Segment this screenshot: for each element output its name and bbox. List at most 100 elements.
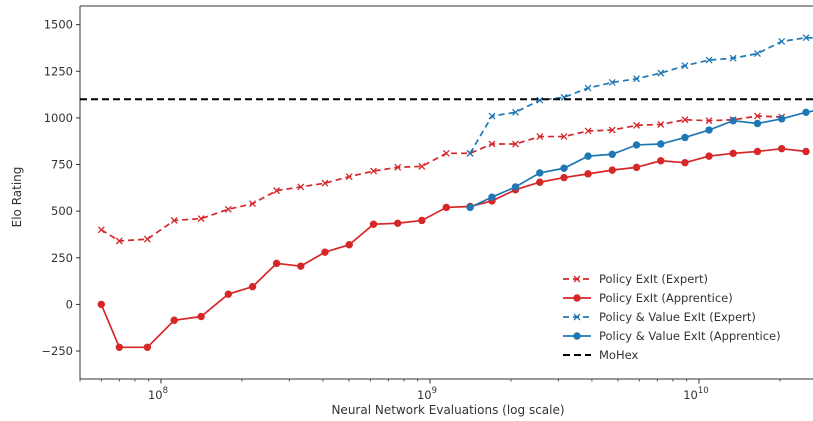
data-point — [681, 133, 689, 142]
data-point — [370, 167, 378, 175]
y-axis-label: Elo Rating — [10, 167, 24, 228]
series-layer — [80, 34, 813, 351]
data-point — [753, 119, 762, 128]
data-point — [248, 282, 257, 291]
y-tick-label: 250 — [51, 251, 73, 265]
data-point — [488, 112, 496, 120]
series-line — [100, 147, 807, 349]
series-line — [469, 36, 813, 154]
data-point — [633, 121, 640, 129]
data-point — [657, 140, 665, 148]
data-point — [802, 147, 810, 156]
data-point — [272, 259, 281, 268]
data-point — [608, 126, 616, 134]
data-point — [170, 217, 178, 224]
x-tick-label: 108 — [148, 386, 168, 402]
series-line — [469, 110, 813, 209]
y-tick-label: 1250 — [44, 64, 73, 78]
data-point — [488, 193, 496, 201]
data-point — [442, 149, 450, 157]
series-0 — [97, 112, 786, 245]
data-point — [681, 158, 689, 167]
data-point — [143, 235, 151, 243]
legend-marker — [573, 332, 581, 340]
data-point — [249, 200, 257, 208]
y-tick-label: 1000 — [44, 111, 73, 125]
data-point — [511, 183, 520, 191]
data-point — [512, 140, 519, 148]
data-point — [418, 162, 426, 170]
x-axis: 108 109 1010 — [79, 379, 781, 402]
data-point — [802, 108, 810, 117]
legend: Policy ExIt (Expert) Policy ExIt (Apprent… — [563, 272, 781, 362]
data-point — [321, 179, 329, 187]
data-point — [681, 116, 689, 124]
data-point — [197, 312, 205, 321]
legend-label: Policy ExIt (Expert) — [599, 272, 708, 286]
y-tick-label: −250 — [41, 344, 73, 358]
data-point — [536, 133, 544, 141]
legend-label: Policy & Value ExIt (Apprentice) — [599, 329, 781, 343]
y-tick-label: 500 — [51, 204, 73, 218]
legend-label: Policy & Value ExIt (Expert) — [599, 310, 756, 324]
data-point — [777, 144, 786, 153]
data-point — [608, 166, 616, 174]
data-point — [584, 127, 592, 135]
data-point — [536, 169, 544, 177]
data-point — [224, 290, 233, 298]
data-point — [705, 126, 713, 134]
data-point — [536, 178, 544, 186]
data-point — [705, 117, 713, 125]
data-point — [729, 54, 737, 62]
y-axis: −250 0 250 500 750 1000 1250 1500 — [41, 18, 80, 358]
x-axis-label: Neural Network Evaluations (log scale) — [331, 403, 564, 417]
data-point — [488, 140, 496, 148]
data-point — [345, 241, 353, 249]
data-point — [681, 62, 689, 70]
x-tick-label: 109 — [417, 386, 437, 402]
data-point — [705, 56, 713, 64]
data-point — [754, 50, 761, 58]
data-point — [97, 226, 105, 234]
y-tick-label: 1500 — [44, 18, 73, 32]
y-tick-label: 750 — [51, 158, 73, 172]
data-point — [369, 220, 378, 228]
data-point — [97, 300, 105, 309]
data-point — [536, 96, 544, 104]
data-point — [197, 215, 205, 223]
data-point — [560, 173, 568, 182]
data-point — [584, 170, 592, 178]
data-point — [753, 147, 762, 156]
data-point — [802, 34, 810, 42]
data-point — [466, 149, 474, 157]
data-point — [321, 248, 329, 256]
data-point — [778, 37, 786, 45]
data-point — [418, 216, 426, 225]
data-point — [657, 120, 665, 128]
data-point — [512, 108, 519, 116]
data-point — [394, 163, 402, 171]
data-point — [584, 84, 592, 92]
data-point — [560, 133, 568, 141]
data-point — [632, 163, 641, 172]
series-2 — [466, 34, 813, 157]
legend-marker — [573, 294, 581, 302]
data-point — [345, 173, 353, 181]
y-tick-label: 0 — [66, 297, 73, 311]
data-point — [608, 150, 616, 158]
legend-label: MoHex — [599, 348, 638, 362]
data-point — [608, 79, 616, 86]
data-point — [170, 316, 178, 324]
data-point — [297, 183, 305, 191]
plot-frame — [79, 5, 813, 380]
data-point — [115, 237, 123, 245]
data-point — [729, 116, 737, 125]
data-point — [657, 157, 665, 165]
data-point — [560, 164, 568, 172]
legend-label: Policy ExIt (Apprentice) — [599, 291, 733, 305]
data-point — [632, 141, 641, 149]
data-point — [273, 187, 281, 195]
data-point — [297, 262, 305, 270]
data-point — [466, 203, 474, 212]
